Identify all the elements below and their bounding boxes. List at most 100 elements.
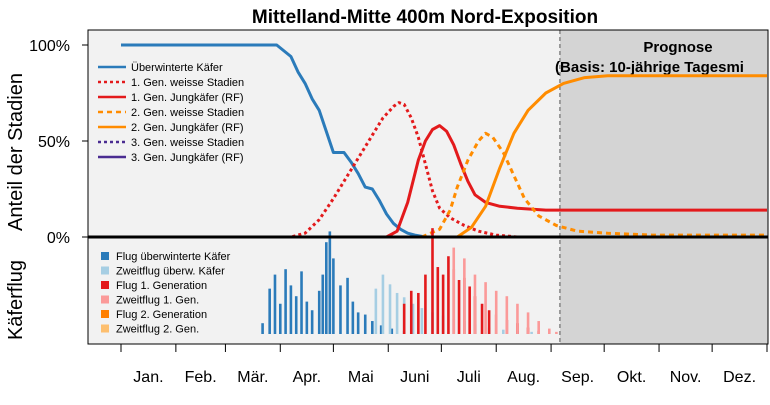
flight-legend-swatch-1 bbox=[101, 252, 109, 260]
x-tick-label: Okt. bbox=[617, 369, 646, 386]
flight-bar bbox=[555, 331, 558, 334]
flight-bar bbox=[431, 228, 434, 334]
x-tick-label: Nov. bbox=[670, 369, 702, 386]
beetle-flight-panel: Flug überwinterte Käfer Zweitflug überw. … bbox=[101, 228, 558, 336]
flight-bar bbox=[321, 274, 325, 334]
axes: 0% 50% 100% Anteil der Stadien Käferflug Jan.… bbox=[5, 29, 769, 386]
x-tick-label: Jan. bbox=[133, 369, 163, 386]
flight-bar bbox=[294, 296, 298, 334]
flight-bar bbox=[484, 282, 487, 334]
y-axis-title-top: Anteil der Stadien bbox=[5, 73, 27, 231]
forecast-title: Prognose bbox=[643, 39, 712, 56]
x-tick-label: Mär. bbox=[237, 369, 268, 386]
flight-bar bbox=[351, 301, 355, 334]
flight-bar bbox=[505, 296, 509, 334]
flight-bar bbox=[325, 242, 328, 334]
flight-bar bbox=[537, 321, 540, 334]
legend-label-7: 3. Gen. Jungkäfer (RF) bbox=[131, 152, 244, 164]
flight-bar bbox=[424, 274, 427, 334]
flight-legend-label-4: Zweitflug 1. Gen. bbox=[116, 295, 199, 307]
flight-bar bbox=[363, 314, 367, 334]
flight-bar bbox=[268, 288, 271, 334]
flight-bar bbox=[548, 328, 551, 334]
plot-frame bbox=[87, 29, 769, 345]
flight-bar bbox=[356, 312, 360, 334]
forecast-subtitle: (Basis: 10-jährige Tagesmi bbox=[555, 59, 744, 76]
flight-bar bbox=[328, 231, 332, 334]
flight-bar bbox=[388, 284, 392, 334]
flight-bar bbox=[379, 325, 383, 334]
flight-bar bbox=[310, 310, 314, 334]
x-tick-label: Feb. bbox=[185, 369, 217, 386]
series-line-5 bbox=[121, 74, 767, 239]
flight-legend-label-1: Flug überwinterte Käfer bbox=[116, 251, 231, 263]
series-line-4 bbox=[421, 131, 767, 239]
flight-bar bbox=[463, 258, 466, 334]
flight-bar bbox=[284, 269, 287, 334]
legend-label-6: 3. Gen. weisse Stadien bbox=[131, 137, 244, 149]
y-tick-label: 0% bbox=[47, 230, 70, 247]
flight-bar bbox=[436, 267, 440, 334]
y-tick-label: 100% bbox=[29, 38, 70, 55]
flight-bar bbox=[452, 247, 456, 334]
series-line-1 bbox=[121, 43, 767, 239]
flight-bar bbox=[468, 286, 471, 334]
legend-label-5: 2. Gen. Jungkäfer (RF) bbox=[131, 122, 244, 134]
x-tick-label: Mai bbox=[348, 369, 374, 386]
flight-legend-label-3: Flug 1. Generation bbox=[116, 280, 207, 292]
flight-bar bbox=[473, 274, 477, 334]
flight-bar bbox=[480, 303, 484, 334]
flight-bar bbox=[494, 290, 498, 334]
flight-legend-swatch-4 bbox=[101, 295, 109, 304]
legend-label-1: Überwinterte Käfer bbox=[131, 62, 223, 74]
forecast-region bbox=[559, 30, 768, 344]
flight-bar bbox=[289, 285, 293, 334]
chart-title: Mittelland-Mitte 400m Nord-Exposition bbox=[252, 7, 598, 28]
flight-bar bbox=[457, 280, 461, 334]
stage-share-panel: Prognose (Basis: 10-jährige Tagesmi Überwi… bbox=[88, 30, 768, 344]
x-tick-label: Apr. bbox=[293, 369, 321, 386]
flight-bar bbox=[516, 303, 519, 334]
flight-bar bbox=[261, 323, 264, 334]
flight-legend-label-2: Zweitflug überw. Käfer bbox=[116, 266, 225, 278]
flight-legend-swatch-6 bbox=[101, 324, 109, 333]
y-axis-title-bottom: Käferflug bbox=[5, 260, 27, 340]
flight-bar bbox=[317, 290, 321, 334]
legend-label-4: 2. Gen. weisse Stadien bbox=[131, 107, 244, 119]
flight-bar bbox=[530, 331, 533, 334]
flight-bar bbox=[411, 303, 415, 334]
flight-bar bbox=[390, 328, 394, 334]
flight-bar bbox=[441, 274, 445, 334]
x-tick-label: Aug. bbox=[507, 369, 540, 386]
flight-bar bbox=[374, 288, 378, 334]
flight-bar bbox=[420, 308, 424, 334]
y-tick-label: 50% bbox=[38, 134, 70, 151]
flight-bar bbox=[273, 274, 277, 334]
flight-bar bbox=[300, 271, 303, 334]
series-line-3 bbox=[121, 124, 767, 239]
flight-bar bbox=[381, 274, 385, 334]
flight-bar bbox=[409, 290, 413, 334]
flight-legend-swatch-5 bbox=[101, 310, 109, 318]
flight-bar bbox=[447, 256, 450, 334]
legend-label-3: 1. Gen. Jungkäfer (RF) bbox=[131, 92, 244, 104]
flight-bar bbox=[487, 310, 491, 334]
flight-bar bbox=[526, 312, 530, 334]
x-tick-label: Juli bbox=[457, 369, 481, 386]
x-tick-label: Sep. bbox=[561, 369, 594, 386]
flight-bar bbox=[395, 292, 399, 334]
flight-bar bbox=[278, 303, 282, 334]
flight-legend-label-6: Zweitflug 2. Gen. bbox=[116, 324, 199, 336]
flight-legend-swatch-2 bbox=[101, 266, 109, 275]
flight-bar bbox=[305, 301, 309, 334]
flight-bar bbox=[339, 285, 342, 334]
flight-bar bbox=[417, 292, 420, 334]
flight-bar bbox=[371, 321, 374, 334]
flight-bar bbox=[332, 258, 335, 334]
flight-bar bbox=[501, 329, 505, 334]
flight-legend-label-5: Flug 2. Generation bbox=[116, 309, 207, 321]
flight-bar bbox=[346, 277, 349, 334]
flight-bar bbox=[402, 303, 406, 334]
